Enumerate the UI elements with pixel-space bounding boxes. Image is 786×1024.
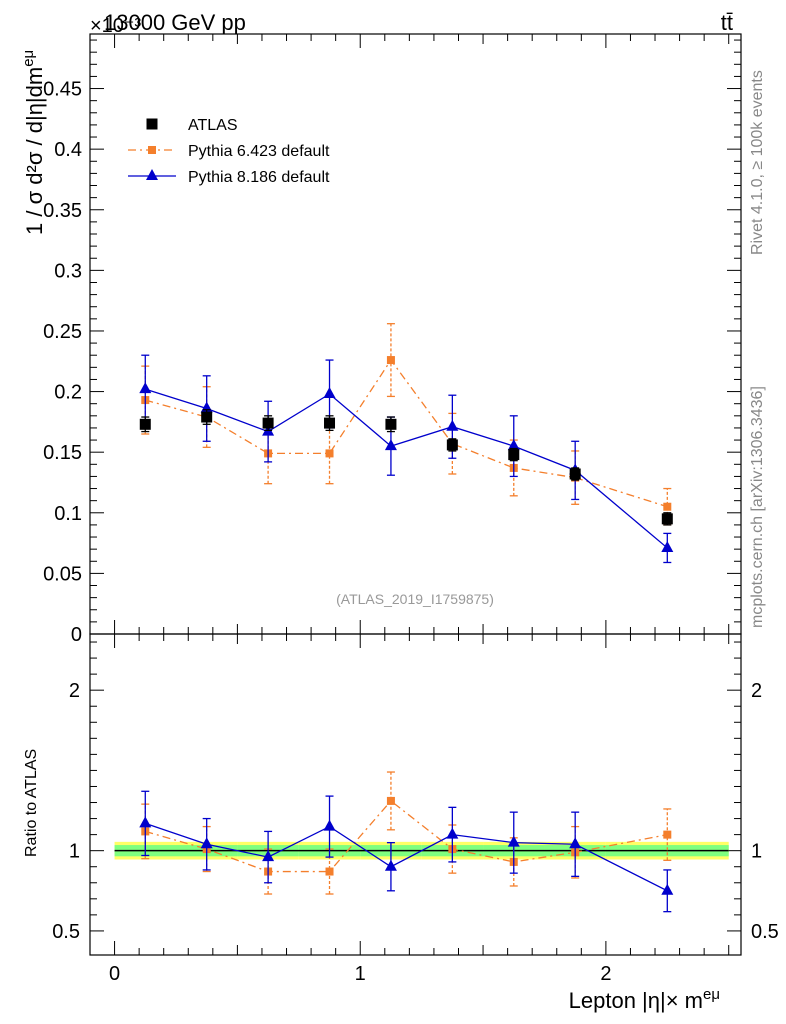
ratio-pythia8-point bbox=[200, 837, 213, 849]
atlas-point bbox=[262, 417, 274, 429]
pythia6-line bbox=[145, 358, 668, 508]
ratio-pythia8-point bbox=[569, 837, 582, 849]
mcplots-label: mcplots.cern.ch [arXiv:1306.3436] bbox=[749, 386, 766, 628]
xtick-label: 0 bbox=[109, 963, 120, 985]
pythia8-point bbox=[139, 382, 152, 394]
main-ytick-label: 0.15 bbox=[43, 442, 82, 464]
legend-marker bbox=[148, 146, 156, 154]
pythia8-point bbox=[507, 439, 520, 451]
energy-label: 13000 GeV pp bbox=[104, 10, 246, 35]
ratio-ytick-label-right: 2 bbox=[751, 680, 762, 702]
svg-text:1 / σ d²σ / d|η|dmeμ: 1 / σ d²σ / d|η|dmeμ bbox=[20, 50, 47, 235]
pythia8-point bbox=[661, 540, 674, 552]
rivet-label: Rivet 4.1.0, ≥ 100k events bbox=[749, 70, 766, 255]
ratio-pythia6-line bbox=[145, 800, 668, 873]
main-ytick-label: 0.3 bbox=[54, 260, 82, 282]
legend: ATLAS Pythia 6.423 default Pythia 8.186 de… bbox=[128, 117, 330, 186]
ratio-frame bbox=[89, 633, 742, 956]
main-ylabel-sup: eμ bbox=[20, 50, 37, 67]
main-ytick-label: 0.4 bbox=[54, 139, 82, 161]
legend-label: Pythia 8.186 default bbox=[188, 169, 330, 186]
ratio-ytick-label-right: 0.5 bbox=[751, 921, 779, 943]
pythia8-point bbox=[446, 419, 459, 431]
pythia8-point bbox=[384, 439, 397, 451]
main-ytick-label: 0.45 bbox=[43, 79, 82, 101]
exponent-label: ×10⁻³ bbox=[90, 15, 141, 37]
main-panel: 0 0.05 0.1 0.15 0.2 0.25 0.3 0.35 0.4 0.45 bbox=[43, 33, 742, 646]
main-ytick-label: 0.35 bbox=[43, 200, 82, 222]
xlabel-sup: eμ bbox=[703, 986, 720, 1003]
ratio-pythia8-point bbox=[384, 859, 397, 871]
main-ytick-label: 0.25 bbox=[43, 321, 82, 343]
xtick-label: 1 bbox=[355, 963, 366, 985]
ratio-pythia8-point bbox=[139, 816, 152, 828]
atlas-point bbox=[385, 418, 397, 430]
pythia6-point bbox=[663, 502, 672, 511]
ratio-pythia6-point bbox=[386, 796, 395, 805]
main-ylabel-text: 1 / σ d²σ / d|η|dm bbox=[22, 67, 47, 235]
ratio-pythia8-point bbox=[507, 835, 520, 847]
ratio-ytick-label: 1 bbox=[69, 841, 80, 863]
pythia8-line bbox=[145, 388, 668, 549]
main-ylabel: 1 / σ d²σ / d|η|dmeμ bbox=[20, 50, 47, 235]
process-label: tt̄ bbox=[721, 10, 733, 35]
atlas-point bbox=[201, 411, 213, 423]
main-ytick-label: 0.05 bbox=[43, 563, 82, 585]
main-ytick-label: 0.2 bbox=[54, 382, 82, 404]
atlas-point bbox=[661, 513, 673, 525]
xlabel-text: Lepton |η|× m bbox=[569, 988, 703, 1013]
ratio-pythia6-point bbox=[325, 867, 334, 876]
ratio-pythia6-point bbox=[663, 830, 672, 839]
atlas-point bbox=[569, 468, 581, 480]
ratio-panel: 0 1 2 0.5 0.5 1 1 2 2 bbox=[52, 633, 779, 985]
ratio-pythia8-point bbox=[446, 827, 459, 839]
atlas-point bbox=[446, 439, 458, 451]
legend-label: ATLAS bbox=[188, 117, 238, 134]
analysis-label: (ATLAS_2019_I1759875) bbox=[336, 591, 494, 607]
main-ytick-label: 0.1 bbox=[54, 503, 82, 525]
main-ytick-label: 0 bbox=[71, 624, 82, 646]
pythia6-point bbox=[325, 449, 334, 458]
legend-marker bbox=[146, 169, 158, 180]
atlas-point bbox=[324, 417, 336, 429]
ratio-ylabel: Ratio to ATLAS bbox=[23, 749, 40, 857]
ratio-pythia8-point bbox=[323, 819, 336, 831]
pythia8-point bbox=[323, 387, 336, 398]
xlabel: Lepton |η|× meμ bbox=[569, 986, 720, 1013]
ratio-pythia8-point bbox=[262, 850, 275, 862]
atlas-point bbox=[508, 449, 520, 461]
legend-label: Pythia 6.423 default bbox=[188, 143, 330, 160]
ratio-pythia8-point bbox=[661, 883, 674, 895]
ratio-ytick-label: 2 bbox=[69, 680, 80, 702]
xtick-label: 2 bbox=[600, 963, 611, 985]
ratio-ytick-label: 0.5 bbox=[52, 921, 80, 943]
legend-marker bbox=[146, 118, 158, 130]
ratio-ytick-label-right: 1 bbox=[751, 841, 762, 863]
pythia6-point bbox=[386, 356, 395, 365]
atlas-point bbox=[139, 418, 151, 430]
